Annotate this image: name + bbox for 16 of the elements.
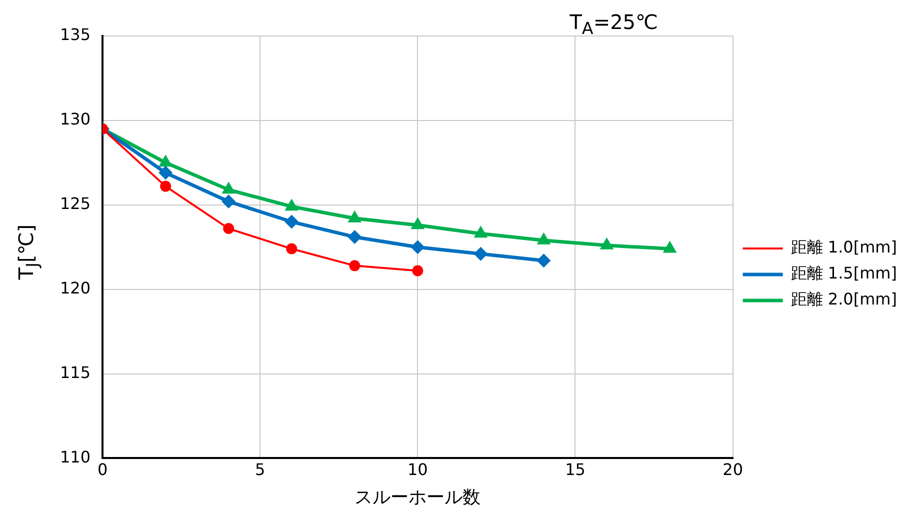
chart-title: T$_{A}$=25℃: [568, 10, 658, 38]
x-tick-label: 0: [97, 460, 108, 479]
x-tick-label: 15: [565, 460, 586, 479]
legend-label: 距離 2.0[mm]: [790, 290, 897, 309]
x-tick-label: 20: [722, 460, 743, 479]
y-tick-label: 110: [60, 447, 91, 466]
legend-label: 距離 1.0[mm]: [790, 238, 897, 257]
y-tick-label: 125: [60, 194, 91, 214]
legend-label: 距離 1.5[mm]: [790, 264, 897, 283]
y-tick-label: 120: [60, 278, 91, 298]
y-tick-label: 135: [60, 25, 91, 44]
x-tick-label: 10: [407, 460, 428, 479]
y-tick-label: 115: [60, 362, 91, 382]
x-axis-title: スルーホール数: [354, 486, 481, 508]
x-tick-label: 5: [255, 460, 266, 479]
y-tick-label: 130: [60, 110, 91, 129]
